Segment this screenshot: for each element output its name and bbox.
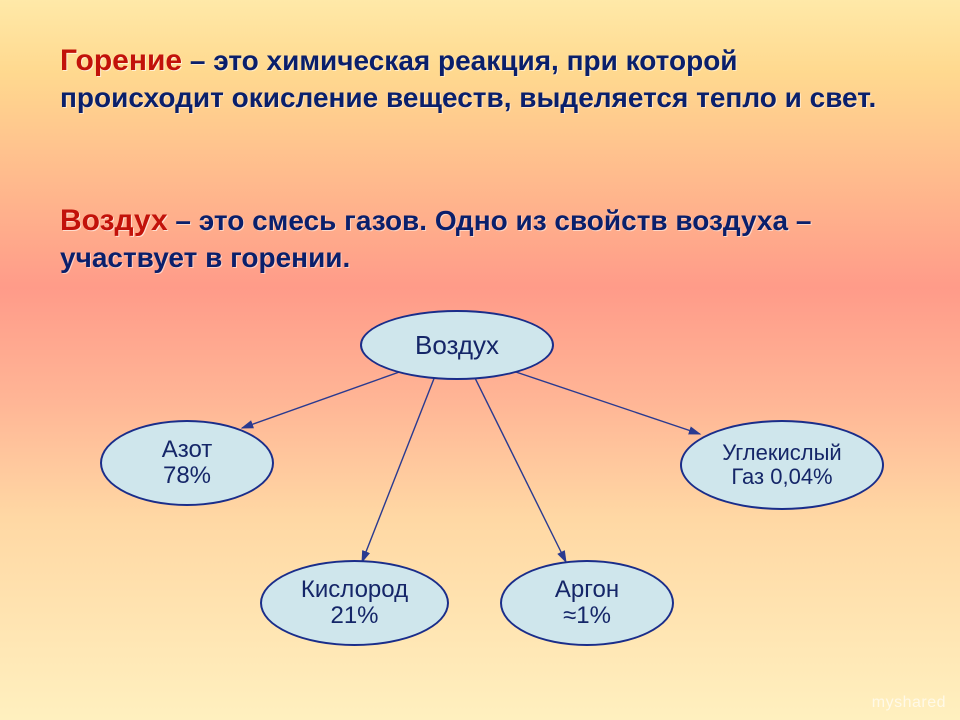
bubble-line2: 78% — [163, 463, 211, 489]
definition-combustion: Горение – это химическая реакция, при ко… — [60, 42, 900, 115]
definition-air: Воздух – это смесь газов. Одно из свойст… — [60, 202, 900, 275]
bubble-line2: ≈1% — [563, 603, 611, 629]
watermark: myshared — [872, 694, 946, 712]
bubble-line2: 21% — [330, 603, 378, 629]
diagram-node-oxygen: Кислород 21% — [260, 560, 449, 646]
bubble-line1: Углекислый — [722, 441, 841, 465]
bubble-line1: Аргон — [555, 577, 619, 603]
definition-term: Воздух — [60, 204, 168, 237]
definition-term: Горение — [60, 44, 182, 77]
diagram-node-co2: Углекислый Газ 0,04% — [680, 420, 884, 510]
bubble-line1: Азот — [162, 437, 213, 463]
definition-text: – это химическая реакция, при которой пр… — [60, 45, 876, 113]
diagram-node-argon: Аргон ≈1% — [500, 560, 674, 646]
diagram-node-nitrogen: Азот 78% — [100, 420, 274, 506]
bubble-label: Воздух — [415, 331, 499, 360]
bubble-line2: Газ 0,04% — [731, 465, 832, 489]
bubble-line1: Кислород — [301, 577, 408, 603]
diagram-root-air: Воздух — [360, 310, 554, 380]
definition-text: – это смесь газов. Одно из свойств возду… — [60, 205, 811, 273]
